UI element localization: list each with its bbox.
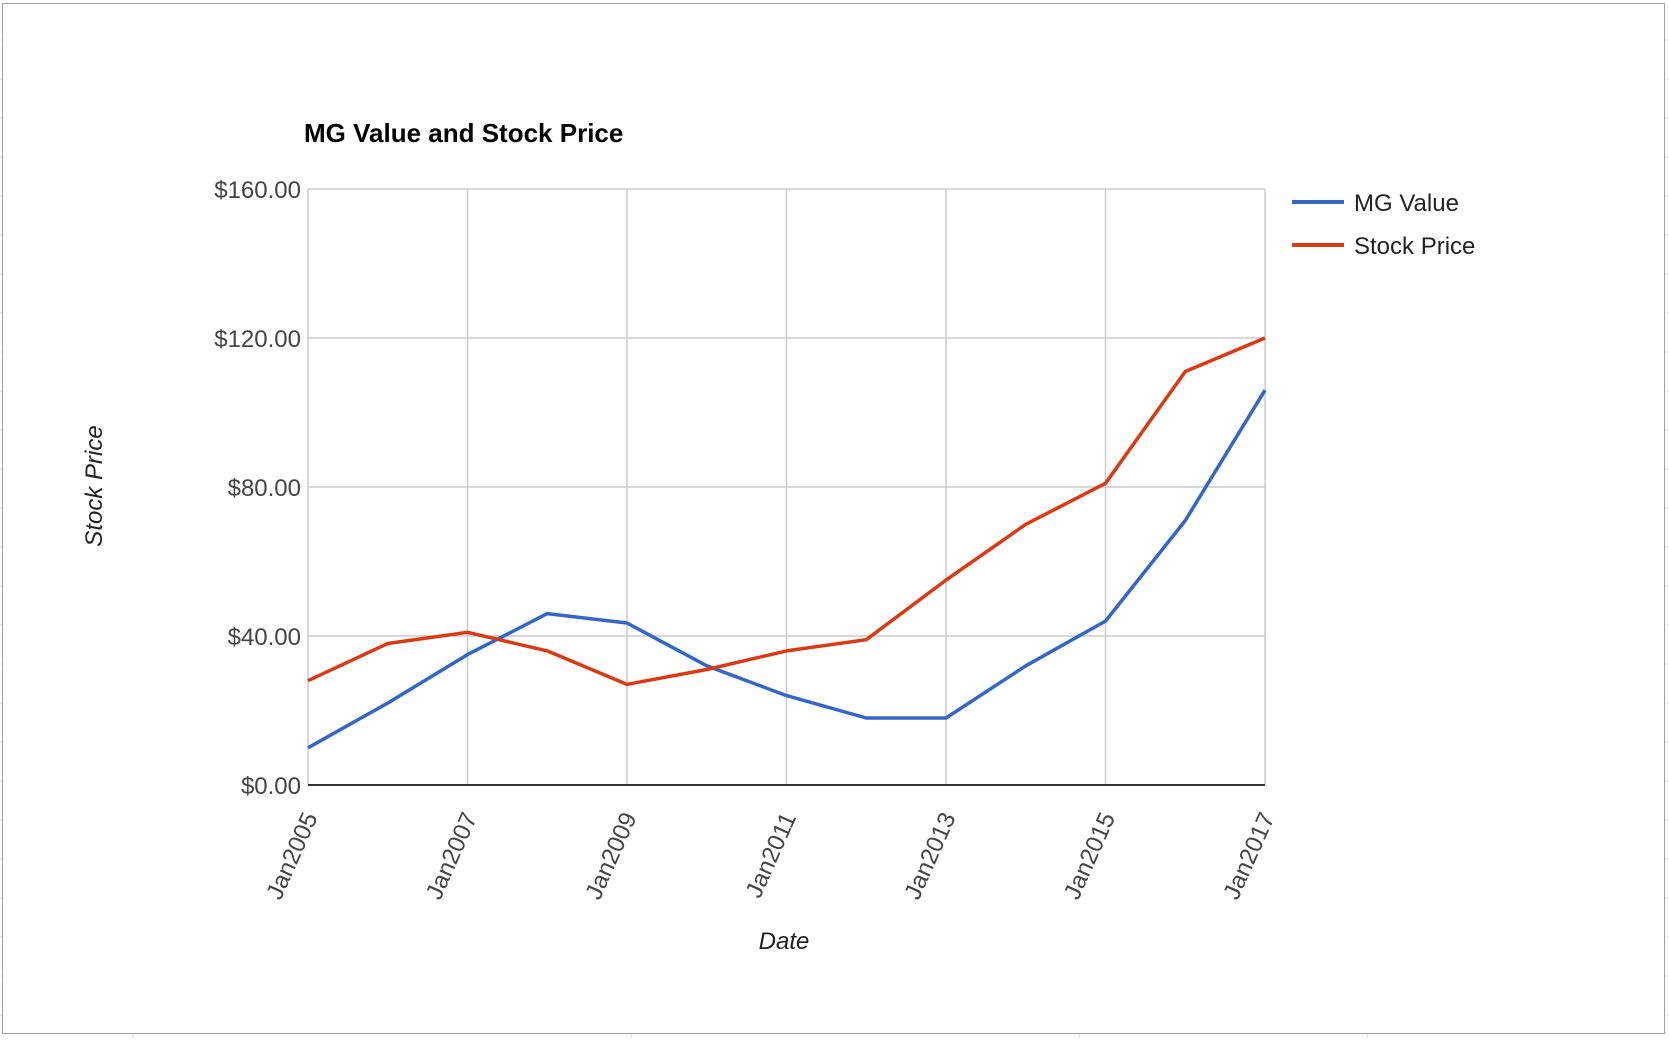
x-axis-ticks: Jan2005 Jan2007 Jan2009 Jan2011 Jan2013 Jan20… bbox=[261, 808, 1280, 903]
legend-label: MG Value bbox=[1354, 190, 1459, 217]
chart-container[interactable]: $0.00 $40.00 $80.00 $120.00 $160.00 Jan2005 J… bbox=[2, 3, 1665, 1034]
y-tick-label: $120.00 bbox=[214, 326, 301, 353]
series-lines bbox=[307, 336, 1267, 750]
y-tick-label: $0.00 bbox=[241, 773, 301, 800]
chart-title: MG Value and Stock Price bbox=[304, 118, 623, 148]
y-axis-ticks: $0.00 $40.00 $80.00 $120.00 $160.00 bbox=[214, 177, 301, 800]
line-chart: $0.00$40.00$80.00$120.00$160.00 Jan2005 J… bbox=[81, 118, 1475, 955]
x-tick-label: Jan2005 bbox=[261, 808, 323, 903]
series-line-stock-price bbox=[307, 336, 1266, 687]
x-tick-label: Jan2007 bbox=[421, 808, 483, 903]
legend-label: Stock Price bbox=[1354, 233, 1475, 260]
gridlines bbox=[307, 188, 1266, 785]
x-tick-label: Jan2013 bbox=[899, 808, 961, 903]
y-tick-label: $80.00 bbox=[228, 475, 301, 502]
legend-item-mg-value[interactable]: MG Value bbox=[1292, 190, 1459, 217]
x-tick-label: Jan2011 bbox=[741, 808, 802, 901]
y-axis-title: Stock Price bbox=[81, 425, 108, 546]
series-line-mg-value bbox=[307, 389, 1267, 750]
x-axis-title: Date bbox=[759, 928, 810, 955]
y-tick-label: $40.00 bbox=[228, 624, 301, 651]
legend[interactable]: MG Value Stock Price bbox=[1292, 190, 1475, 260]
x-tick-label: Jan2009 bbox=[580, 808, 642, 903]
legend-item-stock-price[interactable]: Stock Price bbox=[1292, 233, 1475, 260]
x-tick-label: Jan2017 bbox=[1218, 808, 1280, 903]
y-tick-label: $160.00 bbox=[214, 177, 301, 204]
x-tick-label: Jan2015 bbox=[1059, 808, 1121, 903]
